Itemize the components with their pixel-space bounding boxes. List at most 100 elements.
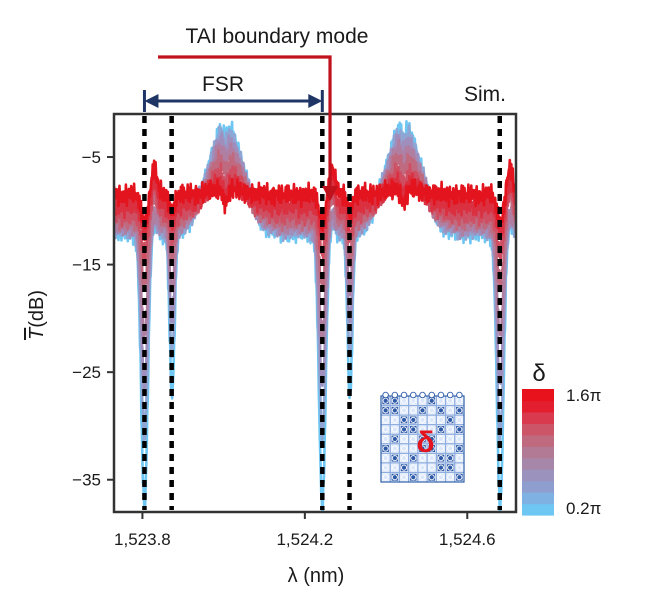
inset-cell: [446, 406, 455, 415]
inset-ring: [410, 435, 417, 443]
inset-ring: [391, 435, 398, 443]
x-axis: 1,523.8 1,524.2 1,524.6: [114, 512, 496, 549]
inset-ring: [401, 474, 408, 481]
inset-cell: [390, 415, 399, 424]
inset-cell: [400, 425, 408, 434]
inset-ring: [428, 407, 435, 414]
inset-cell: [409, 463, 418, 472]
inset-edge-ring: [391, 391, 399, 399]
x-tick-label: 1,524.6: [439, 530, 496, 549]
inset-cell: [446, 463, 455, 472]
inset-cell: [455, 425, 464, 434]
inset-cell: [381, 473, 390, 482]
inset-cell: [437, 473, 445, 482]
inset-cell: [418, 415, 427, 424]
inset-ring: [437, 407, 444, 414]
inset-cell: [437, 415, 445, 424]
inset-cell: [400, 444, 408, 453]
inset-cell: [400, 415, 408, 424]
inset-cell: [446, 425, 455, 434]
inset-ring: [456, 455, 463, 462]
colorbar-swatch: [522, 457, 554, 470]
inset-ring: [428, 445, 435, 452]
tai-label: TAI boundary mode: [186, 25, 369, 48]
y-tick-label: −35: [72, 471, 101, 490]
inset-cell: [418, 473, 427, 482]
colorbar-swatch: [522, 480, 554, 493]
inset-edge-ring: [437, 391, 445, 399]
x-axis-title: λ (nm): [288, 565, 345, 587]
inset-ring: [382, 464, 389, 471]
inset-cell: [455, 415, 464, 424]
inset-ring: [447, 416, 454, 423]
colorbar-swatch: [522, 389, 554, 402]
inset-ring: [419, 474, 426, 481]
inset-cell: [418, 434, 427, 444]
y-axis-title-unit: (dB): [26, 290, 48, 328]
inset-cell: [427, 463, 436, 472]
inset-ring: [391, 474, 398, 481]
inset-cell: [381, 434, 390, 444]
inset-ring: [456, 474, 463, 481]
fsr-label: FSR: [202, 73, 244, 96]
colorbar-swatch: [522, 503, 554, 516]
inset-ring: [447, 455, 454, 462]
inset-ring: [382, 416, 389, 423]
inset-ring: [447, 445, 454, 452]
inset-cell: [390, 454, 399, 463]
inset-cell: [437, 444, 445, 453]
inset-ring: [382, 426, 389, 433]
inset-ring: [410, 464, 417, 471]
inset-cell: [381, 425, 390, 434]
inset-ring: [391, 416, 398, 423]
inset-cell: [446, 434, 455, 444]
inset-cell: [418, 425, 427, 434]
inset-ring: [382, 455, 389, 462]
inset-ring: [391, 407, 398, 414]
inset-cell: [418, 444, 427, 453]
inset-cell: [446, 454, 455, 463]
x-tick-label: 1,524.2: [276, 530, 333, 549]
inset-cell: [390, 444, 399, 453]
inset-cell: [381, 406, 390, 415]
inset-edge-ring: [428, 391, 435, 399]
inset-cell: [381, 415, 390, 424]
colorbar-swatch: [522, 411, 554, 424]
inset-ring: [447, 474, 454, 481]
colorbar-swatch: [522, 492, 554, 505]
inset-cell: [400, 473, 408, 482]
inset-ring: [391, 445, 398, 452]
inset-ring: [419, 435, 426, 443]
inset-ring: [410, 416, 417, 423]
inset-ring: [401, 426, 408, 433]
fsr-arrowhead-right: [308, 94, 323, 108]
inset-ring: [456, 426, 463, 433]
inset-edge-ring: [419, 391, 426, 399]
inset-ring: [456, 435, 463, 443]
inset-cell: [381, 444, 390, 453]
inset-ring: [437, 416, 444, 423]
inset-ring: [419, 445, 426, 452]
inset-ring: [447, 435, 454, 443]
inset-cell: [437, 406, 445, 415]
inset-cell: [427, 434, 436, 444]
y-axis-title-symbol: T: [26, 326, 48, 340]
inset-ring: [428, 416, 435, 423]
inset-ring: [410, 445, 417, 452]
inset-ring: [456, 416, 463, 423]
inset-cell: [409, 425, 418, 434]
inset-ring: [419, 464, 426, 471]
inset-cell: [446, 473, 455, 482]
inset-cell: [400, 406, 408, 415]
inset-cell: [427, 406, 436, 415]
inset-ring: [437, 474, 444, 481]
inset-delta-label: δ: [416, 426, 434, 459]
inset-cell: [409, 406, 418, 415]
inset-ring: [437, 455, 444, 462]
inset-edge-ring: [456, 391, 463, 399]
inset-cell: [437, 434, 445, 444]
inset-ring: [447, 426, 454, 433]
inset-cell: [418, 406, 427, 415]
inset-ring: [447, 407, 454, 414]
